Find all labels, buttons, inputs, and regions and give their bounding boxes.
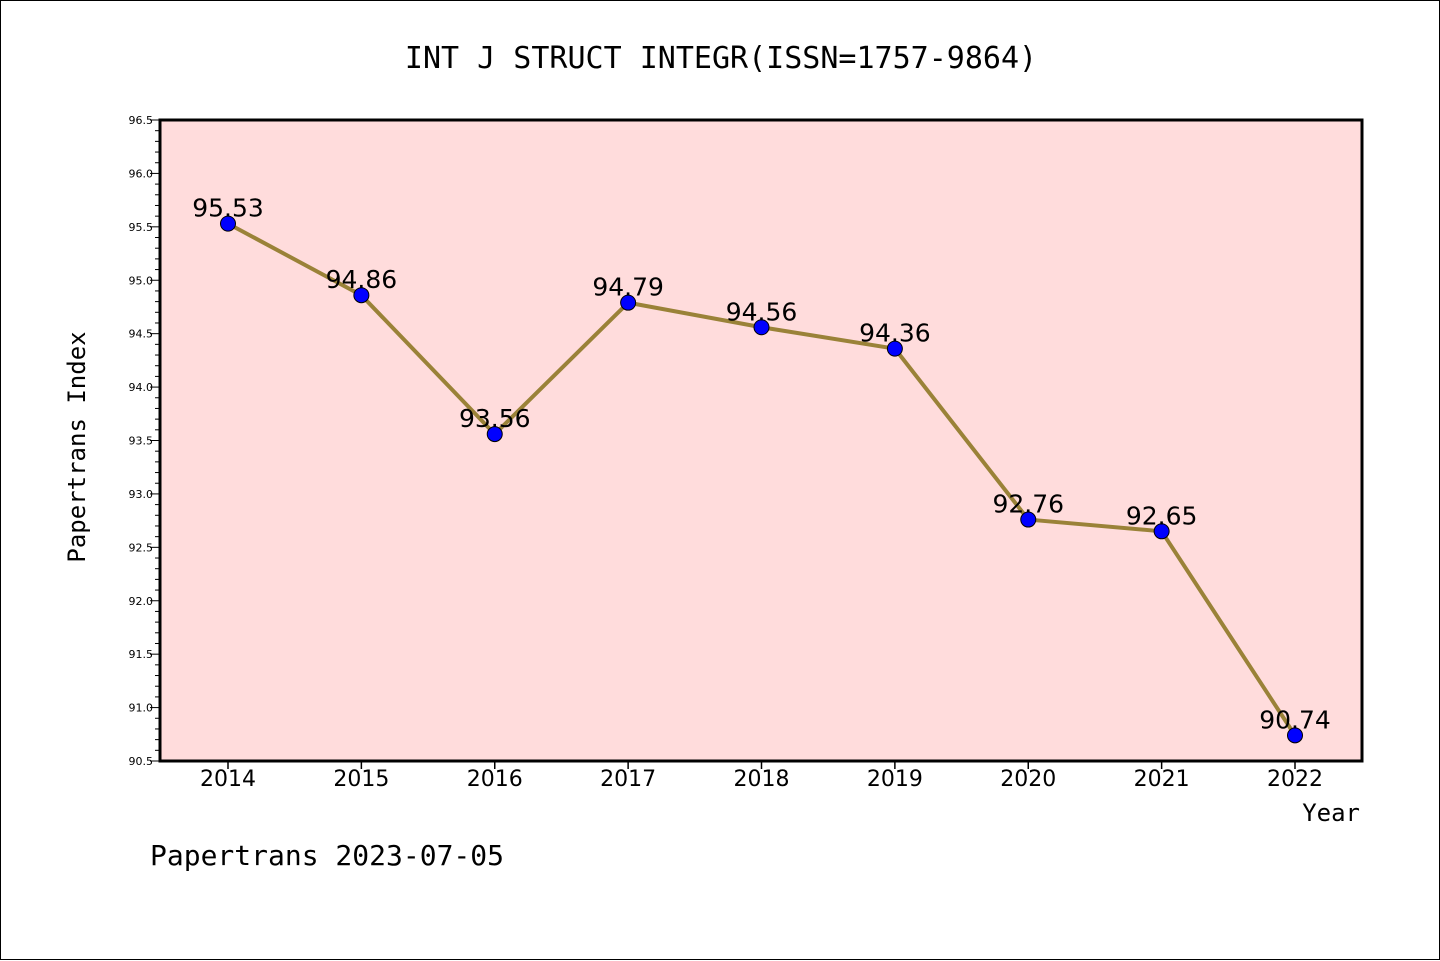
y-tick-label: 95.0 [129, 274, 154, 287]
data-point [1287, 727, 1303, 744]
data-point [620, 294, 637, 311]
y-tick-label: 95.5 [129, 221, 154, 234]
y-axis-title: Papertrans Index [63, 331, 91, 562]
x-tick-label: 2021 [1134, 767, 1190, 792]
y-tick-label: 90.5 [129, 755, 154, 768]
x-tick-label: 2017 [600, 767, 656, 792]
data-point [486, 426, 503, 443]
x-tick-label: 2016 [467, 767, 523, 792]
x-tick-labels: 2014 2015 2016 2017 2018 2019 2020 2021 2022 [200, 767, 1323, 792]
data-label: 94.79 [592, 273, 664, 302]
x-tick-label: 2019 [867, 767, 923, 792]
x-tick-label: 2022 [1267, 767, 1323, 792]
data-label: 94.56 [726, 297, 798, 326]
chart-title: INT J STRUCT INTEGR(ISSN=1757-9864) [405, 41, 1037, 76]
y-tick-label: 94.5 [129, 328, 154, 341]
x-tick-label: 2014 [200, 767, 256, 792]
x-tick-label: 2018 [734, 767, 790, 792]
data-point [220, 215, 236, 232]
data-label: 90.74 [1259, 705, 1331, 734]
data-point [1020, 511, 1037, 528]
data-labels: 95.53 94.86 93.56 94.79 94.56 94.36 92.76 92.65… [192, 194, 1331, 735]
y-tick-label: 92.0 [129, 595, 154, 608]
y-tick-label: 94.0 [129, 381, 154, 394]
data-label: 95.53 [192, 194, 264, 223]
y-tick-label: 91.0 [129, 702, 154, 715]
data-point [1153, 523, 1170, 540]
data-label: 92.76 [992, 490, 1064, 519]
y-tick-label: 93.0 [129, 488, 154, 501]
y-tick-label: 96.0 [129, 167, 154, 180]
data-point [353, 287, 370, 304]
footer-text: Papertrans 2023-07-05 [150, 839, 504, 872]
y-tick-label: 92.5 [129, 541, 154, 554]
data-point [886, 340, 903, 357]
data-label: 94.86 [326, 265, 398, 294]
x-tick-label: 2015 [333, 767, 389, 792]
x-axis-title: Year [1302, 799, 1360, 827]
data-label: 93.56 [459, 404, 531, 433]
x-tick-label: 2020 [1000, 767, 1056, 792]
plot-border [158, 118, 1364, 763]
series-group [220, 215, 1303, 744]
y-tick-labels: 90.5 91.0 91.5 92.0 92.5 93.0 93.5 94.0 94.5 95.0… [129, 114, 154, 768]
data-label: 94.36 [859, 319, 931, 348]
plot-area [160, 120, 1362, 761]
y-tick-label: 91.5 [129, 648, 154, 661]
y-tick-label: 96.5 [129, 114, 154, 127]
y-tick-label: 93.5 [129, 435, 154, 448]
data-label: 92.65 [1126, 501, 1198, 530]
data-point [753, 319, 770, 336]
